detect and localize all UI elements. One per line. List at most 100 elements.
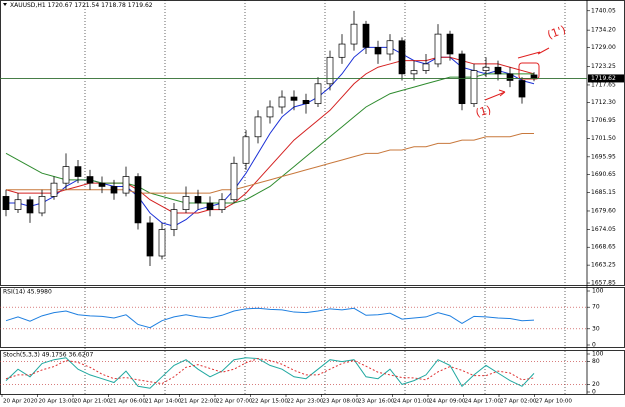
candle-body <box>386 40 394 55</box>
y-tick-label: 70 <box>592 304 600 311</box>
y-tick-label: 1685.15 <box>591 189 616 196</box>
y-tick-label: 1679.60 <box>591 207 616 214</box>
candle-body <box>74 166 82 177</box>
y-tick-label: 1701.50 <box>591 135 616 142</box>
y-tick-label: 100 <box>592 351 604 358</box>
x-tick-label: 20 Apr 21:00 <box>74 399 111 405</box>
open: 1720.67 <box>48 2 73 9</box>
candle-body <box>446 33 454 55</box>
y-tick-label: 1706.95 <box>591 117 616 124</box>
y-tick-label: 1668.65 <box>591 244 616 251</box>
candle-body <box>194 196 202 204</box>
candle-body <box>398 40 406 75</box>
y-tick-label: 1723.25 <box>591 63 616 70</box>
candle-body <box>86 176 94 184</box>
x-tick-label: 24 Apr 09:00 <box>429 399 466 405</box>
low: 1718.78 <box>101 2 126 9</box>
moving-average <box>6 132 534 194</box>
y-tick-label: 1663.25 <box>591 262 616 269</box>
candle-body <box>206 202 214 211</box>
candle-body <box>266 106 274 118</box>
candle-body <box>362 23 370 48</box>
header-icon <box>3 3 7 6</box>
candle-body <box>482 66 490 71</box>
candle-body <box>290 96 298 101</box>
y-tick-label: 1690.65 <box>591 171 616 178</box>
current-price-box <box>588 74 624 83</box>
candle-body <box>110 186 118 194</box>
candle-body <box>374 47 382 55</box>
high: 1721.54 <box>74 2 99 9</box>
annotation: (1') <box>546 23 568 42</box>
candle-body <box>338 43 346 58</box>
arrow <box>517 47 550 59</box>
indicator-line <box>5 358 535 385</box>
x-tick-label: 22 Apr 07:00 <box>216 399 253 405</box>
highlight-box <box>518 62 540 80</box>
candle-body <box>50 182 58 197</box>
y-tick-label: 1734.20 <box>591 27 616 34</box>
y-tick-label: 1674.05 <box>591 226 616 233</box>
symbol: XAUUSD,H1 <box>10 2 46 9</box>
candle-body <box>410 70 418 75</box>
candle-body <box>38 196 46 214</box>
current-price-label: 1719.62 <box>591 75 616 82</box>
candle-body <box>434 33 442 65</box>
x-tick-label: 21 Apr 22:00 <box>181 399 218 405</box>
x-tick-label: 23 Apr 08:00 <box>323 399 360 405</box>
candle-body <box>26 199 34 214</box>
x-tick-label: 27 Apr 10:00 <box>536 399 573 405</box>
y-tick-label: 100 <box>592 288 604 295</box>
y-tick-label: 1717.65 <box>591 81 616 88</box>
close: 1719.62 <box>128 2 153 9</box>
y-tick-label: 1657.85 <box>591 280 616 287</box>
x-tick-label: 24 Apr 17:00 <box>465 399 502 405</box>
candle-body <box>518 80 526 98</box>
x-tick-label: 21 Apr 06:00 <box>110 399 147 405</box>
candle-body <box>134 176 142 224</box>
x-tick-label: 23 Apr 16:00 <box>358 399 395 405</box>
candle-body <box>182 196 190 211</box>
candle-body <box>230 162 238 201</box>
candle-body <box>470 70 478 105</box>
x-tick-label: 21 Apr 14:00 <box>145 399 182 405</box>
candle-body <box>530 74 538 79</box>
x-tick-label: 22 Apr 23:00 <box>287 399 324 405</box>
candle-body <box>494 66 502 75</box>
indicator-title: RSI(14) 45.9980 <box>3 289 52 296</box>
y-tick-label: 1695.95 <box>591 153 616 160</box>
x-tick-label: 24 Apr 01:00 <box>394 399 431 405</box>
candle-body <box>242 136 250 164</box>
x-tick-label: 20 Apr 13:00 <box>39 399 76 405</box>
y-tick-label: 1740.05 <box>591 7 616 14</box>
annotation-marks <box>484 47 550 101</box>
candle-body <box>350 23 358 45</box>
candle-body <box>98 182 106 187</box>
indicator-title: Stoch(5,3,3) 49.1756 36.6207 <box>3 352 94 359</box>
y-tick-label: 0 <box>592 389 596 396</box>
candle-body <box>326 56 334 85</box>
indicator-line <box>5 357 535 389</box>
candle-body <box>278 96 286 108</box>
candle-body <box>14 199 22 211</box>
candle-body <box>218 199 226 211</box>
arrow <box>484 89 506 101</box>
y-tick-label: 20 <box>592 381 600 388</box>
y-tick-label: 1729.00 <box>591 44 616 51</box>
annotation: (1) <box>474 103 492 120</box>
candle-body <box>62 166 70 184</box>
candle-body <box>122 176 130 194</box>
y-tick-label: 0 <box>592 342 596 349</box>
candle-body <box>506 73 514 81</box>
candle-body <box>170 209 178 230</box>
x-tick-label: 27 Apr 02:00 <box>500 399 537 405</box>
candle-body <box>314 83 322 105</box>
candle-body <box>2 196 10 211</box>
y-tick-label: 30 <box>592 325 600 332</box>
moving-average <box>5 56 535 214</box>
candle-body <box>422 63 430 71</box>
y-tick-label: 1712.30 <box>591 99 616 106</box>
indicator-line <box>5 307 535 329</box>
